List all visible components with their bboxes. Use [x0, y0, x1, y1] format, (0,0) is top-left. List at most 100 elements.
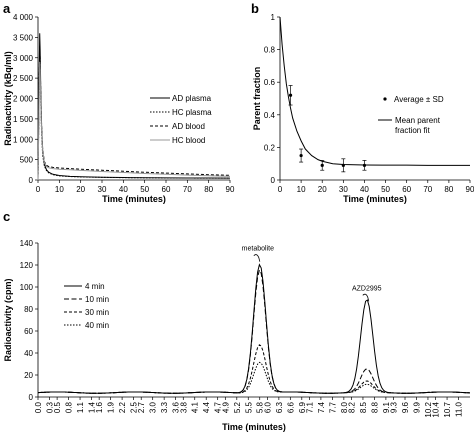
panel-c-x-tick-label: 4.9: [221, 401, 230, 413]
panel-b-x-tick-label: 80: [444, 185, 453, 194]
panel-c-x-tick-label: 5.5: [244, 401, 253, 413]
panel-b-x-axis-title: Time (minutes): [343, 194, 407, 204]
panel-c-y-tick-label: 120: [20, 261, 34, 270]
panel-c-x-tick-label: 2.7: [137, 401, 146, 413]
panel-a-x-tick-label: 40: [119, 185, 128, 194]
legend-label-ad-plasma: AD plasma: [172, 94, 212, 103]
panel-c-x-tick-label: 1.6: [95, 401, 104, 413]
panel-c-x-tick-label: 3.3: [160, 401, 169, 413]
panel-letter-a: a: [3, 1, 11, 16]
panel-c-y-tick-label: 0: [29, 393, 34, 402]
chart-panel-a: 0 500 1 000 1 500 2 000 2 500 3 000 3 500 4 000 0…: [3, 13, 235, 204]
series-mean-parent-fraction-fit: [279, 16, 470, 166]
panel-a-y-tick-label: 2 000: [13, 95, 34, 104]
panel-c-x-tick-label: 6.3: [275, 401, 284, 413]
panel-c-x-tick-label: 3.8: [179, 401, 188, 413]
panel-b-x-tick-label: 20: [318, 185, 327, 194]
panel-c-x-tick-label: 3.0: [149, 401, 158, 413]
panel-c-x-tick-label: 7.4: [317, 401, 326, 413]
panel-c-x-tick-label: 9.3: [390, 401, 399, 413]
panel-a-y-tick-label: 0: [29, 176, 34, 185]
panel-c-y-tick-label: 60: [24, 327, 33, 336]
data-point: [320, 163, 324, 167]
panel-c-x-tick-label: 11.0: [455, 401, 464, 417]
panel-a-x-tick-label: 50: [140, 185, 149, 194]
panel-a-y-tick-label: 1 000: [13, 135, 34, 144]
panel-b-x-tick-label: 40: [360, 185, 369, 194]
panel-c-x-tick-label: 8.2: [347, 401, 356, 413]
panel-c-x-tick-label: 1.1: [76, 401, 85, 413]
legend-label-4-min: 4 min: [85, 282, 105, 291]
panel-c-x-tick-label: 8.0: [340, 401, 349, 413]
panel-c-x-tick-label: 6.9: [298, 401, 307, 413]
panel-c-x-tick-label: 9.9: [412, 401, 421, 413]
panel-a-x-tick-label: 0: [36, 185, 41, 194]
data-point: [362, 163, 367, 167]
panel-a-x-tick-label: 20: [76, 185, 85, 194]
series-ad-plasma: [37, 33, 231, 181]
panel-b-y-tick-label: 0.6: [264, 78, 276, 87]
panel-c-x-tick-label: 7.7: [328, 401, 337, 413]
data-point: [288, 93, 293, 97]
panel-c-x-tick-label: 1.4: [88, 401, 97, 413]
panel-c-x-tick-label: 10.2: [424, 401, 433, 417]
legend-label-mean-parent-fraction-fit: Mean parent fraction fit: [395, 116, 441, 135]
panel-b-x-tick-label: 30: [339, 185, 348, 194]
panel-c-x-tick-label: 8.5: [359, 401, 368, 413]
panel-letter-c: c: [3, 209, 10, 224]
panel-a-x-tick-label: 80: [204, 185, 213, 194]
panel-a-y-tick-label: 3 500: [13, 33, 34, 42]
series-40-min: [37, 361, 471, 394]
panel-c-x-tick-label: 8.8: [370, 401, 379, 413]
panel-c-x-tick-label: 0.8: [65, 401, 74, 413]
panel-a-y-tick-label: 500: [20, 156, 34, 165]
panel-b-x-tick-label: 10: [297, 185, 306, 194]
panel-c-x-tick-label: 0.5: [53, 401, 62, 413]
annotation-azd2995: AZD2995: [352, 285, 382, 292]
panel-a-x-axis-title: Time (minutes): [102, 194, 166, 204]
panel-b-y-tick-label: 0.4: [264, 111, 276, 120]
panel-b-x-tick-label: 50: [381, 185, 390, 194]
panel-a-x-tick-label: 10: [55, 185, 64, 194]
annotation-arrow-icon: [253, 254, 261, 262]
panel-a-x-tick-label: 70: [183, 185, 192, 194]
legend-label-10-min: 10 min: [85, 295, 109, 304]
panel-c-x-tick-label: 6.0: [263, 401, 272, 413]
panel-c-x-tick-label: 9.6: [401, 401, 410, 413]
panel-b-x-tick-label: 70: [423, 185, 432, 194]
panel-c-x-tick-label: 4.1: [191, 401, 200, 413]
panel-c-x-axis-title: Time (minutes): [222, 422, 286, 432]
panel-c-x-tick-label: 5.8: [256, 401, 265, 413]
panel-c-y-tick-label: 100: [20, 283, 34, 292]
panel-a-y-tick-label: 3 000: [13, 54, 34, 63]
series-ad-blood: [37, 45, 231, 181]
panel-b-y-tick-label: 0: [271, 176, 276, 185]
panel-a-x-tick-label: 60: [162, 185, 171, 194]
panel-b-y-tick-label: 0.8: [264, 46, 276, 55]
data-point: [341, 163, 345, 167]
panel-b-y-tick-label: 1: [271, 13, 276, 22]
legend-label-average-sd: Average ± SD: [394, 95, 444, 104]
legend-label-ad-blood: AD blood: [172, 122, 205, 131]
legend-label-30-min: 30 min: [85, 308, 109, 317]
panel-b-y-tick-label: 0.2: [264, 143, 276, 152]
panel-b-y-axis-title: Parent fraction: [252, 67, 262, 131]
annotation-metabolite: metabolite: [242, 246, 274, 253]
panel-a-y-tick-label: 4 000: [13, 13, 34, 22]
panel-c-x-tick-label: 7.1: [305, 401, 314, 413]
legend-swatch-average-sd: [383, 97, 387, 101]
legend-label-40-min: 40 min: [85, 321, 109, 330]
panel-c-x-tick-label: 10.7: [443, 401, 452, 417]
panel-b-x-tick-label: 90: [466, 185, 474, 194]
legend-label-hc-blood: HC blood: [172, 136, 205, 145]
panel-a-y-tick-label: 2 500: [13, 74, 34, 83]
panel-c-x-tick-label: 0.3: [45, 401, 54, 413]
panel-c-x-tick-label: 5.2: [233, 401, 242, 413]
series-hc-blood: [37, 61, 231, 181]
panel-c-y-axis-title: Radioactivity (cpm): [3, 278, 13, 361]
panel-c-x-tick-label: 1.9: [107, 401, 116, 413]
panel-a-y-axis-title: Radioactivity (kBq/ml): [3, 51, 13, 146]
panel-c-x-tick-label: 9.1: [382, 401, 391, 413]
